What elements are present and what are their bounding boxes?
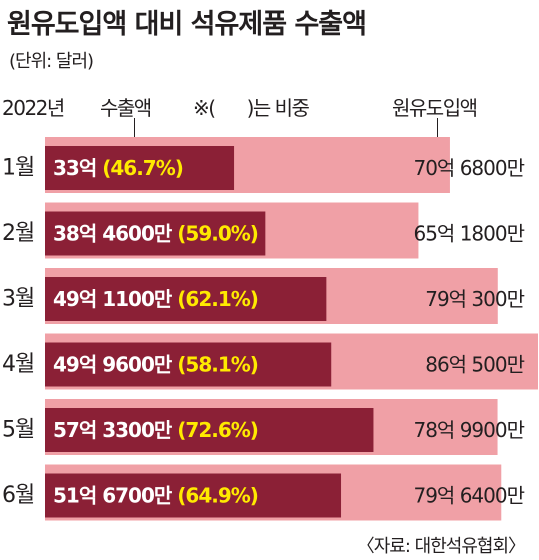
unit-label: (단위: 달러) bbox=[9, 51, 94, 72]
export-bar bbox=[45, 342, 332, 387]
export-value: 49억 1100만 bbox=[53, 287, 173, 311]
export-bar bbox=[45, 146, 235, 190]
month-label: 6월 bbox=[2, 483, 34, 508]
export-bar bbox=[45, 473, 342, 518]
export-share: (64.9%) bbox=[177, 484, 258, 508]
legend-note-prefix: ※( bbox=[193, 96, 216, 120]
export-share: (62.1%) bbox=[177, 287, 258, 311]
export-value-label: 51억 6700만 (64.9%) bbox=[53, 484, 258, 508]
legend-note-suffix: )는 비중 bbox=[246, 96, 310, 120]
chart-title: 원유도입액 대비 석유제품 수출액 bbox=[7, 9, 367, 40]
month-label: 4월 bbox=[2, 352, 34, 377]
export-value: 33억 bbox=[53, 156, 96, 180]
legend-import-label: 원유도입액 bbox=[392, 96, 478, 120]
month-label: 3월 bbox=[2, 287, 34, 312]
export-bar bbox=[45, 211, 266, 256]
export-share: (59.0%) bbox=[177, 222, 258, 246]
export-value-label: 49억 9600만 (58.1%) bbox=[53, 353, 258, 377]
export-value-label: 33억 (46.7%) bbox=[53, 156, 183, 180]
import-value-label: 70억 6800만 bbox=[413, 156, 524, 180]
export-value: 49억 9600만 bbox=[53, 353, 173, 377]
source-note: 〈자료: 대한석유협회〉 bbox=[356, 536, 526, 557]
export-leader-line bbox=[134, 118, 135, 148]
export-value: 57억 3300만 bbox=[53, 418, 173, 442]
export-share: (72.6%) bbox=[177, 418, 258, 442]
legend-share-note: ※( )는 비중 bbox=[193, 92, 310, 121]
year-label: 2022년 bbox=[2, 96, 65, 120]
legend-export-label: 수출액 bbox=[100, 96, 152, 120]
export-value-label: 38억 4600만 (59.0%) bbox=[53, 222, 258, 246]
export-share: (46.7%) bbox=[102, 156, 183, 180]
import-value-label: 79억 6400만 bbox=[413, 484, 524, 508]
import-value-label: 86억 500만 bbox=[425, 353, 524, 377]
month-label: 2월 bbox=[2, 221, 34, 246]
export-value: 51억 6700만 bbox=[53, 484, 173, 508]
export-value-label: 49억 1100만 (62.1%) bbox=[53, 287, 258, 311]
import-value-label: 65억 1800만 bbox=[413, 222, 524, 246]
export-value-label: 57억 3300만 (72.6%) bbox=[53, 418, 258, 442]
import-value-label: 79억 300만 bbox=[425, 287, 524, 311]
import-leader-line bbox=[437, 118, 438, 144]
import-value-label: 78억 9900만 bbox=[413, 418, 524, 442]
export-value: 38억 4600만 bbox=[53, 222, 173, 246]
export-bar bbox=[45, 408, 374, 452]
export-bar bbox=[45, 277, 327, 321]
month-label: 1월 bbox=[2, 156, 34, 181]
export-share: (58.1%) bbox=[177, 353, 258, 377]
month-label: 5월 bbox=[2, 418, 34, 443]
